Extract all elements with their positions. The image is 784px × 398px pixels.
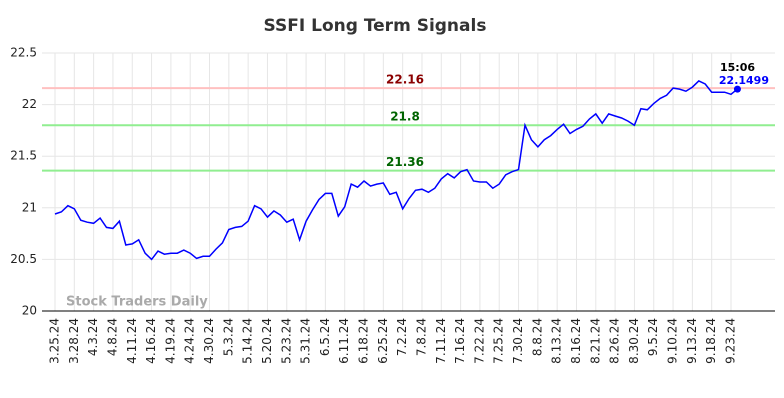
y-tick-label: 20 [22,304,37,318]
x-tick-label: 4.8.24 [105,318,119,356]
time-label: 15:06 [720,61,755,74]
y-tick-label: 20.5 [10,252,37,266]
x-tick-label: 5.31.24 [299,318,313,364]
x-tick-label: 5.20.24 [260,318,274,364]
last-point [733,85,741,93]
x-tick-label: 9.13.24 [685,318,699,364]
x-tick-label: 4.19.24 [163,318,177,364]
x-tick-label: 6.18.24 [357,318,371,364]
reference-label: 21.36 [386,155,424,169]
x-tick-label: 3.25.24 [48,318,62,364]
x-tick-label: 9.5.24 [646,318,660,356]
x-tick-label: 8.16.24 [569,318,583,364]
reference-label: 21.8 [390,110,420,124]
x-tick-label: 5.23.24 [279,318,293,364]
chart-title: SSFI Long Term Signals [264,16,487,36]
x-tick-label: 6.11.24 [337,318,351,364]
y-tick-label: 22.5 [10,46,37,60]
y-tick-label: 22 [22,97,37,111]
y-tick-label: 21 [22,200,37,214]
x-tick-label: 7.22.24 [472,318,486,364]
reference-label: 22.16 [386,73,424,87]
x-tick-label: 8.26.24 [608,318,622,364]
x-tick-label: 9.10.24 [666,318,680,364]
x-tick-label: 8.30.24 [627,318,641,364]
x-tick-label: 3.28.24 [67,318,81,364]
x-tick-label: 4.16.24 [144,318,158,364]
x-tick-label: 7.8.24 [414,318,428,356]
y-tick-label: 21.5 [10,149,37,163]
x-tick-label: 7.11.24 [434,318,448,364]
x-tick-label: 6.25.24 [376,318,390,364]
x-tick-label: 7.2.24 [395,318,409,356]
x-tick-label: 9.23.24 [724,318,738,364]
x-tick-label: 8.8.24 [530,318,544,356]
x-tick-label: 4.3.24 [86,318,100,356]
x-tick-label: 7.25.24 [492,318,506,364]
x-tick-label: 6.5.24 [318,318,332,356]
x-tick-label: 4.24.24 [183,318,197,364]
x-tick-label: 8.13.24 [550,318,564,364]
x-tick-label: 9.18.24 [704,318,718,364]
x-tick-label: 5.14.24 [241,318,255,364]
x-tick-label: 4.11.24 [125,318,139,364]
x-tick-label: 8.21.24 [588,318,602,364]
x-tick-label: 7.16.24 [453,318,467,364]
x-tick-label: 5.3.24 [221,318,235,356]
x-tick-label: 7.30.24 [511,318,525,364]
price-line [54,79,738,261]
watermark: Stock Traders Daily [66,295,208,310]
x-tick-label: 4.30.24 [202,318,216,364]
last-value-label: 22.1499 [719,74,769,87]
